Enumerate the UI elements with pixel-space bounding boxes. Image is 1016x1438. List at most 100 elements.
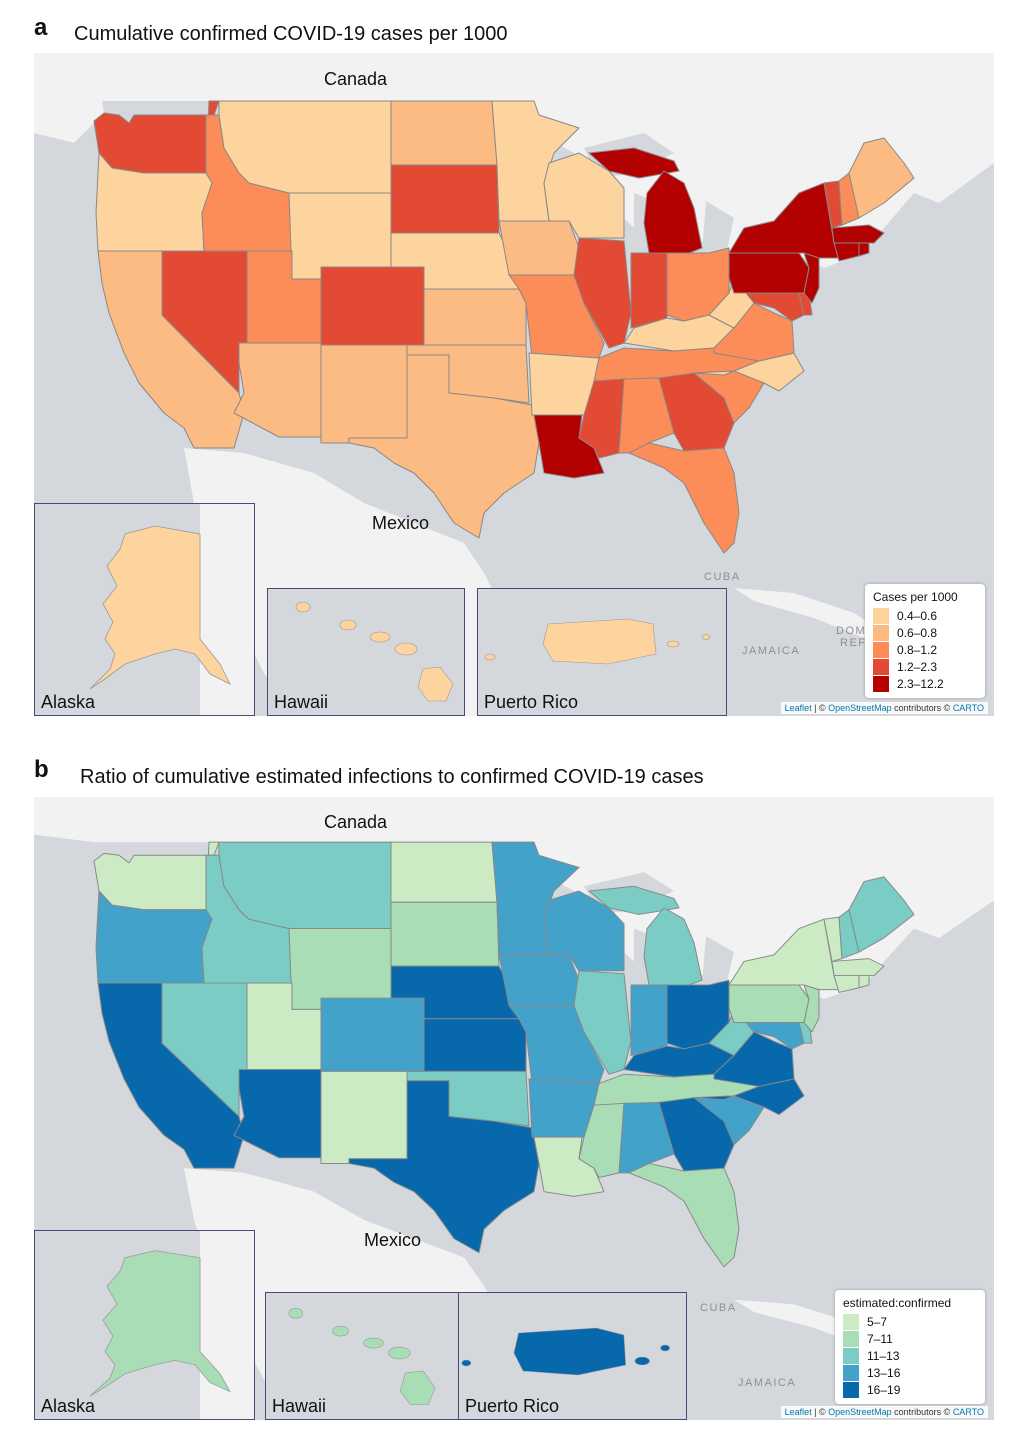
state-indiana[interactable] <box>630 984 668 1056</box>
state-indiana[interactable] <box>630 252 668 329</box>
puerto-rico-inset-b[interactable]: Puerto Rico <box>458 1292 687 1420</box>
state-wisconsin[interactable] <box>543 890 625 972</box>
us-states-a <box>93 100 915 554</box>
state-connecticut[interactable] <box>833 973 860 993</box>
carto-link[interactable]: CARTO <box>952 703 984 713</box>
state-maine[interactable] <box>848 137 915 219</box>
state-alaska[interactable] <box>89 525 231 690</box>
state-iowa[interactable] <box>498 954 580 1007</box>
alaska-map-b <box>89 1231 254 1419</box>
legend-a-label-4: 2.3–12.2 <box>897 676 944 691</box>
puerto-rico-map <box>484 618 711 665</box>
carto-link-b[interactable]: CARTO <box>952 1407 984 1417</box>
hawaii-label: Hawaii <box>274 692 329 712</box>
legend-b-swatch-0 <box>843 1313 859 1330</box>
puerto-rico-label: Puerto Rico <box>484 692 579 712</box>
state-pennsylvania[interactable] <box>728 984 810 1023</box>
legend-b-label-3: 13–16 <box>867 1365 901 1380</box>
state-montana[interactable] <box>218 841 392 930</box>
legend-a-swatch-0 <box>873 607 889 624</box>
alaska-inset-b[interactable]: Alaska <box>34 1230 255 1420</box>
state-arizona[interactable] <box>233 1069 322 1159</box>
legend-b-row: 13–16 <box>843 1364 977 1381</box>
legend-a-row: 1.2–2.3 <box>873 658 977 675</box>
legend-a-label-3: 1.2–2.3 <box>897 659 938 674</box>
legend-b-title: estimated:confirmed <box>843 1296 952 1310</box>
state-massachusetts[interactable] <box>831 958 885 977</box>
state-hawaii[interactable] <box>295 601 454 702</box>
state-maine[interactable] <box>848 876 915 953</box>
state-north-dakota[interactable] <box>390 100 498 166</box>
state-connecticut[interactable] <box>833 240 860 262</box>
state-iowa[interactable] <box>498 220 580 276</box>
leaflet-link-b[interactable]: Leaflet <box>784 1407 812 1417</box>
mexico-label: Mexico <box>372 513 430 533</box>
state-florida[interactable] <box>628 1163 740 1268</box>
state-illinois[interactable] <box>573 237 632 349</box>
panel-a-title: Cumulative confirmed COVID-19 cases per … <box>74 23 508 45</box>
state-michigan-upper[interactable] <box>588 885 680 915</box>
state-washington[interactable] <box>93 841 220 911</box>
leaflet-link[interactable]: Leaflet <box>784 703 812 713</box>
state-washington[interactable] <box>93 100 220 174</box>
puerto-rico-inset[interactable]: Puerto Rico <box>477 588 727 716</box>
panel-b-title: Ratio of cumulative estimated infections… <box>80 766 704 788</box>
state-colorado[interactable] <box>320 266 425 346</box>
state-florida[interactable] <box>628 442 740 554</box>
state-new-mexico[interactable] <box>320 344 408 444</box>
state-kansas[interactable] <box>423 288 527 346</box>
legend-a-swatch-4 <box>873 675 889 692</box>
hawaii-inset[interactable]: Hawaii <box>267 588 465 716</box>
legend-a-swatch-1 <box>873 624 889 641</box>
state-pennsylvania[interactable] <box>728 252 810 294</box>
attribution-b: Leaflet | © OpenStreetMap contributors ©… <box>780 1406 988 1418</box>
legend-b-row: 11–13 <box>843 1347 977 1364</box>
state-massachusetts[interactable] <box>831 224 885 244</box>
state-louisiana[interactable] <box>533 1136 605 1197</box>
osm-link[interactable]: OpenStreetMap <box>828 703 892 713</box>
state-puerto-rico[interactable] <box>484 618 711 665</box>
state-texas[interactable] <box>348 354 540 539</box>
alaska-map <box>89 504 254 715</box>
jamaica-label: JAMAICA <box>742 645 801 657</box>
state-illinois[interactable] <box>573 970 632 1075</box>
state-alaska[interactable] <box>89 1250 231 1397</box>
state-new-mexico[interactable] <box>320 1070 408 1164</box>
state-kansas[interactable] <box>423 1018 527 1072</box>
lake-huron <box>702 201 734 263</box>
state-new-york[interactable] <box>728 182 840 259</box>
hawaii-label-b: Hawaii <box>272 1396 327 1416</box>
state-wyoming[interactable] <box>288 192 392 280</box>
map-a[interactable]: Canada Mexico CUBA JAMAICA DOM REF Alask… <box>34 53 994 716</box>
state-colorado[interactable] <box>320 997 425 1072</box>
state-wyoming[interactable] <box>288 928 392 1010</box>
osm-link-b[interactable]: OpenStreetMap <box>828 1407 892 1417</box>
dom-label: DOM <box>836 625 867 637</box>
state-north-dakota[interactable] <box>390 841 498 903</box>
state-michigan-upper[interactable] <box>588 147 680 179</box>
hawaii-inset-b[interactable]: Hawaii <box>265 1292 462 1420</box>
hawaii-map-b <box>288 1307 436 1406</box>
state-new-york[interactable] <box>728 918 840 991</box>
state-wisconsin[interactable] <box>543 152 625 239</box>
state-michigan[interactable] <box>643 170 703 254</box>
alaska-label-b: Alaska <box>41 1396 96 1416</box>
state-south-dakota[interactable] <box>390 164 500 234</box>
state-montana[interactable] <box>218 100 392 194</box>
state-michigan[interactable] <box>643 907 703 986</box>
canada-label: Canada <box>324 69 388 89</box>
legend-b-row: 5–7 <box>843 1313 977 1330</box>
legend-a-title: Cases per 1000 <box>873 590 958 604</box>
map-b[interactable]: Canada Mexico CUBA JAMAICA Alaska Hawaii <box>34 797 994 1420</box>
state-texas[interactable] <box>348 1080 540 1254</box>
legend-b-swatch-3 <box>843 1364 859 1381</box>
attribution-sep-b: | © <box>811 1407 829 1417</box>
legend-a-row: 2.3–12.2 <box>873 675 977 692</box>
state-louisiana[interactable] <box>533 414 605 479</box>
state-puerto-rico[interactable] <box>461 1327 670 1376</box>
alaska-inset[interactable]: Alaska <box>34 503 255 716</box>
state-south-dakota[interactable] <box>390 901 500 967</box>
state-arizona[interactable] <box>233 342 322 438</box>
state-hawaii[interactable] <box>288 1307 436 1406</box>
legend-b-swatch-1 <box>843 1330 859 1347</box>
